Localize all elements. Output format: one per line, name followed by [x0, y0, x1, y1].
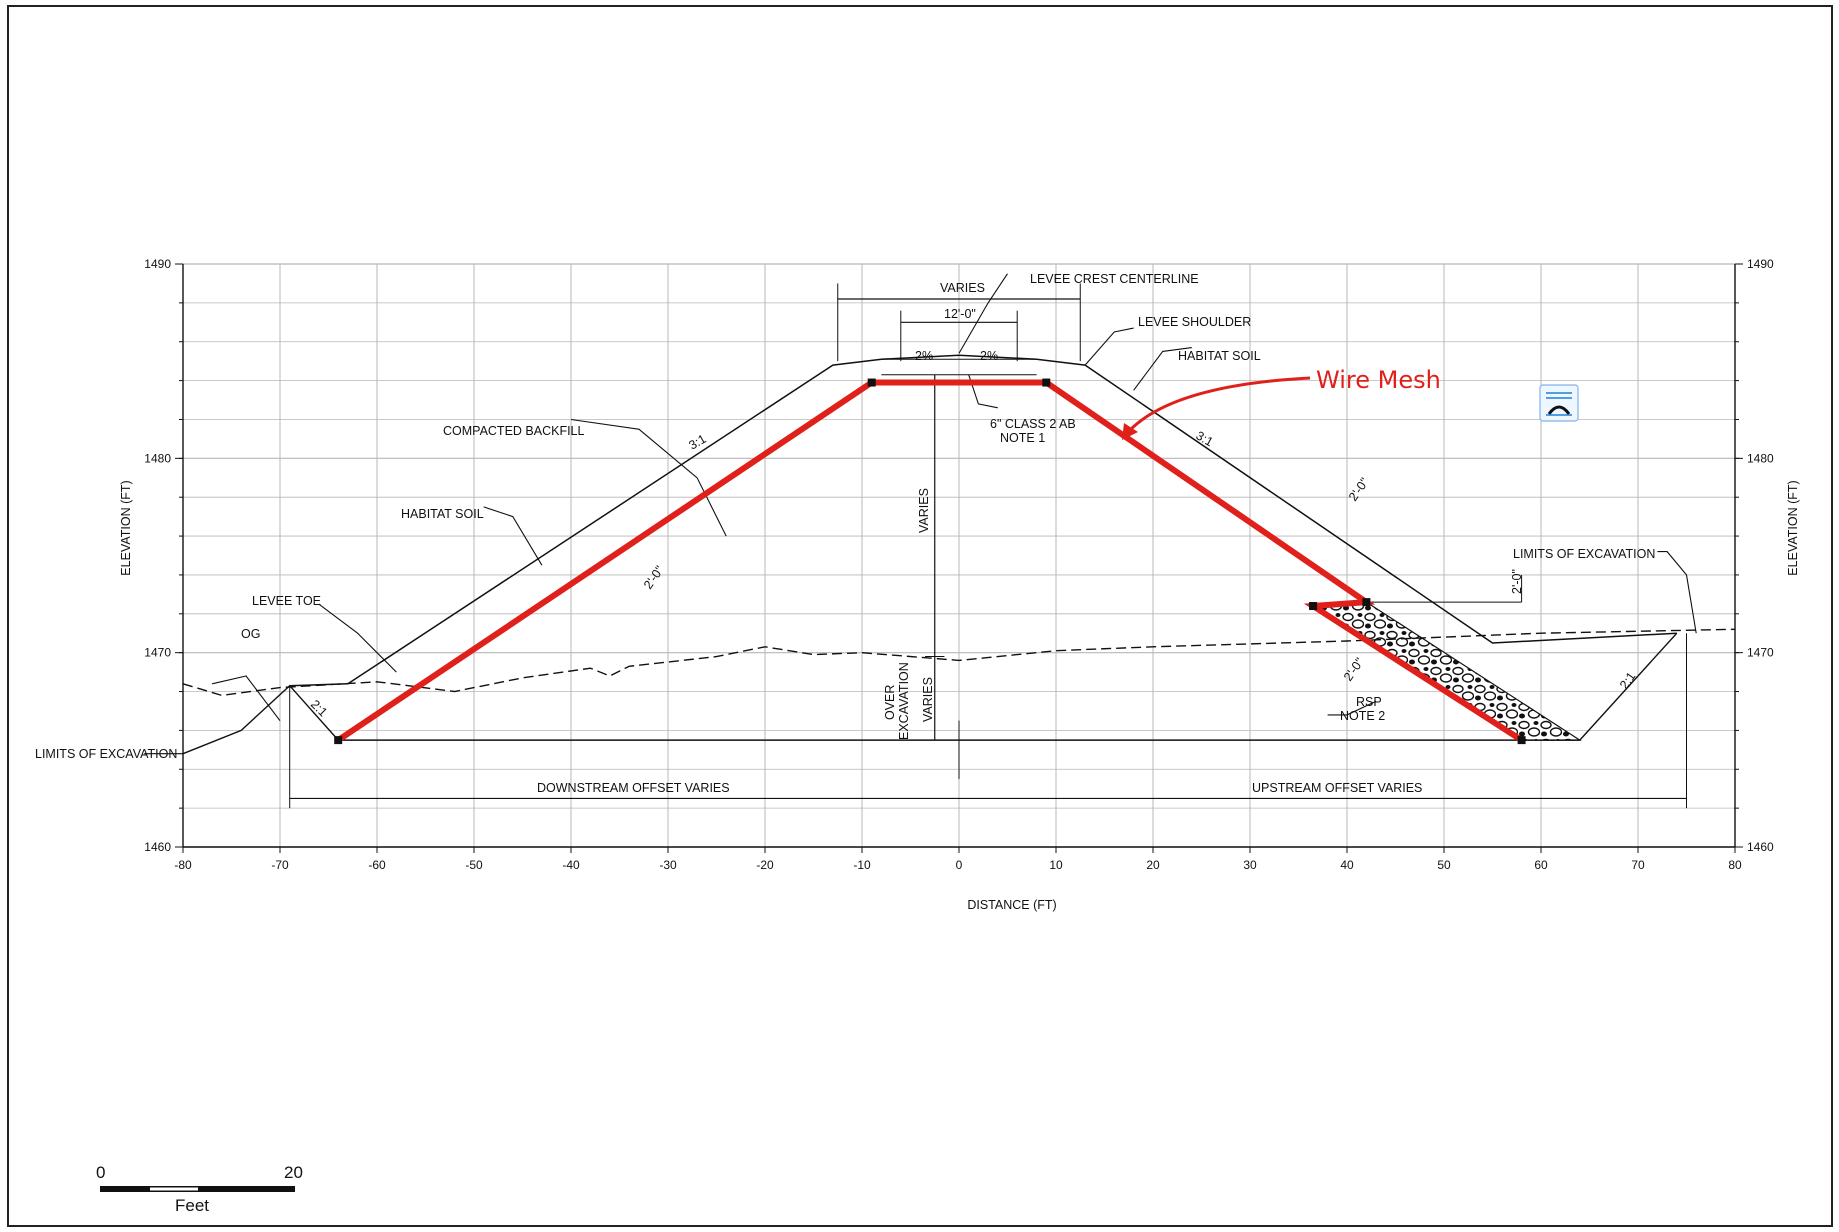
y-tick-label-left: 1470 — [144, 646, 171, 660]
bridge-arch-icon[interactable] — [1539, 384, 1579, 422]
scale-bar: 0 20 Feet — [96, 1163, 303, 1215]
upstream-offset-label: UPSTREAM OFFSET VARIES — [1252, 781, 1422, 795]
grade-right-label: 2% — [980, 349, 998, 363]
shoulder-label: LEVEE SHOULDER — [1138, 315, 1251, 329]
leader-line — [483, 506, 543, 566]
thickness-step-label: 2'-0" — [1510, 569, 1524, 594]
crest-width-label: 12'-0" — [944, 307, 976, 321]
limits-right-label: LIMITS OF EXCAVATION — [1513, 547, 1655, 561]
axes: -80 -70 -60 -50 -40 -30 -20 -10 0 10 20 30 40 50 60 70 8… — [144, 257, 1774, 872]
y-tick-label-right: 1490 — [1747, 257, 1774, 271]
slope-21-left-label: 2:1 — [308, 697, 330, 719]
wire-mesh-node — [1309, 602, 1318, 611]
thickness-right-upper-label: 2'-0" — [1346, 475, 1372, 503]
wire-mesh-node — [1517, 736, 1526, 745]
over-ex-label-2: EXCAVATION — [897, 662, 911, 740]
varies-vertical-label: VARIES — [917, 488, 931, 533]
leader-line — [570, 418, 727, 537]
scale-start: 0 — [96, 1163, 105, 1182]
leader-line — [958, 273, 1008, 354]
x-tick-label: -80 — [174, 858, 192, 872]
compacted-backfill-label: COMPACTED BACKFILL — [443, 424, 585, 438]
rsp-label-2: NOTE 2 — [1340, 709, 1385, 723]
x-tick-label: -50 — [465, 858, 483, 872]
slope-right-label: 3:1 — [1194, 428, 1216, 449]
x-tick-label: 30 — [1243, 858, 1257, 872]
y-tick-label-right: 1470 — [1747, 646, 1774, 660]
slope-21-right-label: 2:1 — [1617, 669, 1638, 691]
rsp-label-1: RSP — [1356, 695, 1382, 709]
leader-line — [1327, 700, 1377, 716]
y-tick-label-right: 1480 — [1747, 451, 1774, 465]
x-tick-label: 80 — [1728, 858, 1742, 872]
original-ground-line — [182, 628, 1736, 697]
x-tick-label: 70 — [1631, 858, 1645, 872]
scale-end: 20 — [284, 1163, 303, 1182]
annotations: VARIES 12'-0" LEVEE CREST CENTERLINE LEV… — [35, 272, 1800, 912]
scale-bar-segment — [150, 1187, 198, 1191]
x-tick-label: -10 — [853, 858, 871, 872]
thickness-left-label: 2'-0" — [641, 563, 667, 591]
leader-line — [211, 675, 281, 722]
limits-left-label: LIMITS OF EXCAVATION — [35, 747, 177, 761]
leader-line — [1133, 347, 1192, 391]
x-tick-label: 10 — [1049, 858, 1063, 872]
habitat-soil-right-label: HABITAT SOIL — [1178, 349, 1261, 363]
over-ex-label-1: OVER — [883, 685, 897, 720]
scale-unit: Feet — [175, 1196, 209, 1215]
varies-top-label: VARIES — [940, 281, 985, 295]
section-geometry — [144, 273, 1736, 809]
y-tick-label-left: 1460 — [144, 840, 171, 854]
x-axis-title: DISTANCE (FT) — [967, 898, 1056, 912]
y-tick-label-right: 1460 — [1747, 840, 1774, 854]
leader-line — [318, 603, 397, 673]
x-tick-label: 0 — [956, 858, 963, 872]
wire-mesh-arrow — [1128, 376, 1311, 432]
excavation-right-line — [1579, 632, 1678, 741]
wire-mesh-node — [867, 378, 876, 387]
og-label: OG — [241, 627, 260, 641]
levee-surface-line — [289, 354, 1677, 687]
x-tick-label: 40 — [1340, 858, 1354, 872]
x-tick-label: -30 — [659, 858, 677, 872]
leader-line — [1084, 327, 1134, 366]
crest-centerline-label: LEVEE CREST CENTERLINE — [1030, 272, 1199, 286]
x-tick-label: -40 — [562, 858, 580, 872]
excavation-left-line — [182, 684, 339, 755]
y-tick-label-left: 1480 — [144, 451, 171, 465]
x-tick-label: -20 — [756, 858, 774, 872]
x-tick-label: -70 — [271, 858, 289, 872]
y-tick-label-left: 1490 — [144, 257, 171, 271]
wire-mesh-label: Wire Mesh — [1316, 366, 1441, 394]
ab-label-1: 6" CLASS 2 AB — [990, 417, 1076, 431]
ab-label-2: NOTE 1 — [1000, 431, 1045, 445]
y-axis-title-right: ELEVATION (FT) — [1786, 480, 1800, 575]
habitat-soil-left-label: HABITAT SOIL — [401, 507, 484, 521]
x-tick-label: 50 — [1437, 858, 1451, 872]
over-ex-label-3: VARIES — [921, 677, 935, 722]
wire-mesh-node — [1042, 378, 1051, 387]
wire-mesh-node — [1362, 598, 1371, 607]
levee-toe-label: LEVEE TOE — [252, 594, 321, 608]
wire-mesh-line — [336, 379, 1524, 743]
x-tick-label: -60 — [368, 858, 386, 872]
thickness-rsp-label: 2'-0" — [1341, 655, 1367, 683]
leader-line — [1657, 551, 1697, 634]
wire-mesh-node — [334, 736, 343, 745]
grade-left-label: 2% — [915, 349, 933, 363]
wire-mesh-arrowhead — [1122, 423, 1138, 440]
drawing-frame — [7, 5, 1833, 1227]
x-tick-label: 60 — [1534, 858, 1548, 872]
y-axis-title-left: ELEVATION (FT) — [119, 480, 133, 575]
downstream-offset-label: DOWNSTREAM OFFSET VARIES — [537, 781, 730, 795]
x-tick-label: 20 — [1146, 858, 1160, 872]
